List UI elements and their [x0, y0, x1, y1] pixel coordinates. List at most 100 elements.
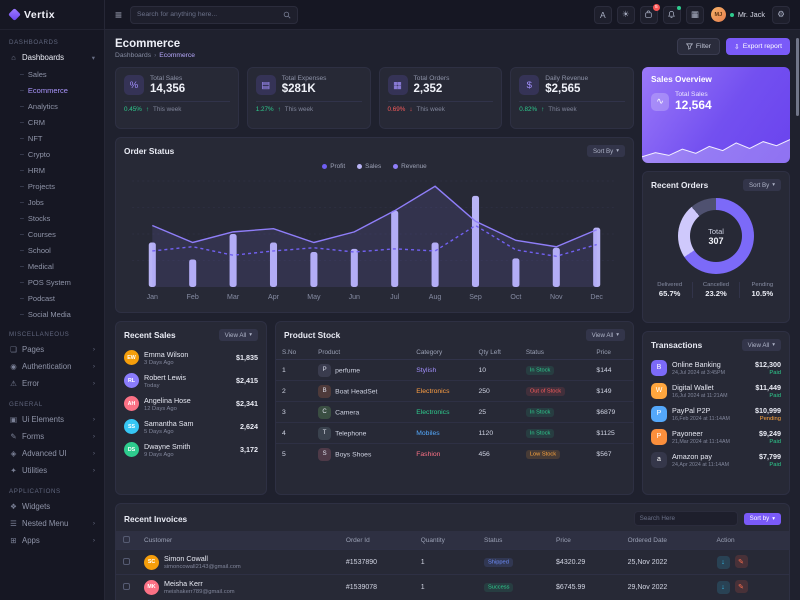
column-header[interactable]: Order Id: [338, 531, 414, 550]
legend-item[interactable]: Profit: [322, 163, 345, 170]
sidebar-item[interactable]: – Stocks: [0, 210, 104, 226]
invoice-search-input[interactable]: [639, 515, 732, 522]
list-item[interactable]: P PayPal P2P 16,Feb 2024 at 11:14AM $10,…: [643, 402, 789, 425]
list-item[interactable]: EW Emma Wilson 3 Days Ago $1,835: [116, 346, 266, 369]
sidebar-item[interactable]: ⚠ – Error ›: [0, 375, 104, 392]
column-header[interactable]: Category: [410, 346, 473, 360]
column-header[interactable]: Action: [709, 531, 789, 550]
table-row[interactable]: 2 B Boat HeadSet Electronics 250 Out of S…: [276, 380, 633, 402]
transactions-card: Transactions View All ▾ B Online Banking …: [642, 331, 790, 495]
sidebar-item[interactable]: ❖ – Widgets: [0, 498, 104, 515]
cart-button[interactable]: 5: [639, 3, 660, 24]
select-all-checkbox[interactable]: [123, 535, 130, 543]
list-item[interactable]: AH Angelina Hose 12 Days Ago $2,341: [116, 392, 266, 415]
view-all-button[interactable]: View All ▾: [218, 329, 258, 341]
sidebar-item[interactable]: – Social Media: [0, 306, 104, 322]
table-row[interactable]: 4 T Telephone Mobiles 1120 In Stock $1125: [276, 422, 633, 444]
sidebar-item[interactable]: – Sales: [0, 66, 104, 82]
sidebar-item[interactable]: – Projects: [0, 178, 104, 194]
stat-card[interactable]: ▤ Total Expenses $281K 1.27% ↑ Thi: [246, 67, 371, 129]
column-header[interactable]: Ordered Date: [620, 531, 710, 550]
sales-overview-card[interactable]: Sales Overview ∿ Total Sales 12,564: [642, 67, 790, 163]
sort-by-button[interactable]: Sort by ▾: [743, 512, 781, 525]
list-item[interactable]: W Digital Wallet 16,Jul 2024 at 11:21AM …: [643, 379, 789, 402]
stat-card[interactable]: $ Daily Revenue $2,565 0.82% ↑ Thi: [510, 67, 634, 129]
sidebar-item[interactable]: ◈ – Advanced UI ›: [0, 445, 104, 462]
theme-toggle-button[interactable]: ☀: [616, 5, 635, 24]
sidebar-item[interactable]: – POS System: [0, 274, 104, 290]
edit-invoice-button[interactable]: ✎: [734, 580, 748, 594]
sort-by-button[interactable]: Sort By ▾: [586, 145, 625, 157]
download-invoice-button[interactable]: ↓: [716, 580, 730, 594]
column-header[interactable]: S.No: [276, 346, 313, 360]
list-item[interactable]: P Payoneer 21,Mar 2024 at 11:14AM $9,249…: [643, 425, 789, 448]
column-header[interactable]: Customer: [137, 531, 339, 550]
list-item[interactable]: a Amazon pay 24,Apr 2024 at 11:14AM $7,7…: [643, 448, 789, 471]
export-report-button[interactable]: ⇩ Export report: [726, 38, 790, 55]
sidebar-item[interactable]: ⊞ – Apps ›: [0, 532, 104, 549]
stat-card[interactable]: ▦ Total Orders 2,352 0.69% ↓ This: [378, 67, 503, 129]
table-row[interactable]: SC Simon Cowall simoncowall2143@gmail.co…: [116, 549, 789, 575]
sidebar-item[interactable]: ⌂ – Dashboards ▾: [0, 49, 104, 66]
sort-by-button[interactable]: Sort By ▾: [742, 179, 781, 191]
column-header[interactable]: Status: [476, 531, 550, 550]
apps-button[interactable]: ▦: [685, 5, 704, 24]
view-all-button[interactable]: View All ▾: [741, 339, 781, 351]
download-invoice-button[interactable]: ↓: [716, 555, 730, 569]
table-row[interactable]: 3 C Camera Electronics 25 In Stock $6879: [276, 401, 633, 423]
legend-item[interactable]: Revenue: [393, 163, 427, 170]
global-search[interactable]: [130, 5, 299, 24]
scrollbar[interactable]: [796, 38, 799, 116]
sidebar-item[interactable]: ☰ – Nested Menu ›: [0, 515, 104, 532]
search-input[interactable]: [137, 11, 280, 18]
sidebar-item[interactable]: ✎ – Forms ›: [0, 428, 104, 445]
notifications-button[interactable]: [662, 5, 681, 24]
status-badge: In Stock: [525, 429, 555, 438]
sidebar-item[interactable]: – Jobs: [0, 194, 104, 210]
invoice-search[interactable]: [633, 511, 738, 526]
column-header[interactable]: Qty Left: [472, 346, 520, 360]
sidebar-item[interactable]: – Courses: [0, 226, 104, 242]
filter-button[interactable]: Filter: [676, 38, 720, 55]
sidebar-item: – GENERAL: [0, 397, 104, 411]
transaction-name: Payoneer: [672, 428, 703, 438]
sidebar-item[interactable]: ▣ – Ui Elements ›: [0, 411, 104, 428]
list-item[interactable]: B Online Banking 24,Jul 2024 at 3:45PM $…: [643, 356, 789, 379]
list-item[interactable]: RL Robert Lewis Today $2,415: [116, 369, 266, 392]
stat-card[interactable]: % Total Sales 14,356 0.45% ↑ This: [115, 67, 239, 129]
table-row[interactable]: 5 S Boys Shoes Fashion 456 Low Stock $567: [276, 443, 633, 464]
sidebar-item[interactable]: – NFT: [0, 130, 104, 146]
menu-toggle-icon[interactable]: ≡: [115, 7, 123, 22]
list-item[interactable]: DS Dwayne Smith 9 Days Ago 3,172: [116, 438, 266, 461]
column-header[interactable]: Price: [590, 346, 633, 360]
column-header[interactable]: Status: [519, 346, 591, 360]
sidebar-item[interactable]: – Analytics: [0, 98, 104, 114]
sidebar-item[interactable]: ❏ – Pages ›: [0, 341, 104, 358]
column-header[interactable]: Quantity: [413, 531, 477, 550]
sidebar-item[interactable]: – Podcast: [0, 290, 104, 306]
row-checkbox[interactable]: [123, 582, 130, 590]
settings-button[interactable]: ⚙: [772, 5, 790, 24]
sidebar-item[interactable]: ◉ – Authentication ›: [0, 358, 104, 375]
sidebar-item[interactable]: – CRM: [0, 114, 104, 130]
view-all-button[interactable]: View All ▾: [585, 329, 625, 341]
column-header[interactable]: Product: [312, 346, 411, 360]
sidebar-item[interactable]: – Crypto: [0, 146, 104, 162]
column-header[interactable]: Price: [549, 531, 621, 550]
sidebar-item[interactable]: – Medical: [0, 258, 104, 274]
legend-item[interactable]: Sales: [357, 163, 381, 170]
sidebar-item[interactable]: – HRM: [0, 162, 104, 178]
sidebar-item[interactable]: ✦ – Utilities ›: [0, 462, 104, 479]
breadcrumb-root[interactable]: Dashboards: [115, 52, 152, 59]
edit-invoice-button[interactable]: ✎: [734, 555, 748, 569]
list-item[interactable]: SS Samantha Sam 5 Days Ago 2,624: [116, 415, 266, 438]
sidebar-item[interactable]: – Ecommerce: [0, 82, 104, 98]
user-menu[interactable]: MJ Mr. Jack: [709, 7, 767, 22]
row-checkbox[interactable]: [123, 557, 130, 565]
sidebar-item[interactable]: – School: [0, 242, 104, 258]
table-row[interactable]: MK Meisha Kerr meishakerr789@gmail.com #…: [116, 574, 789, 599]
stats-row: % Total Sales 14,356 0.45% ↑ This: [115, 67, 634, 129]
app-logo[interactable]: Vertix: [0, 0, 104, 30]
language-button[interactable]: A: [593, 5, 612, 24]
